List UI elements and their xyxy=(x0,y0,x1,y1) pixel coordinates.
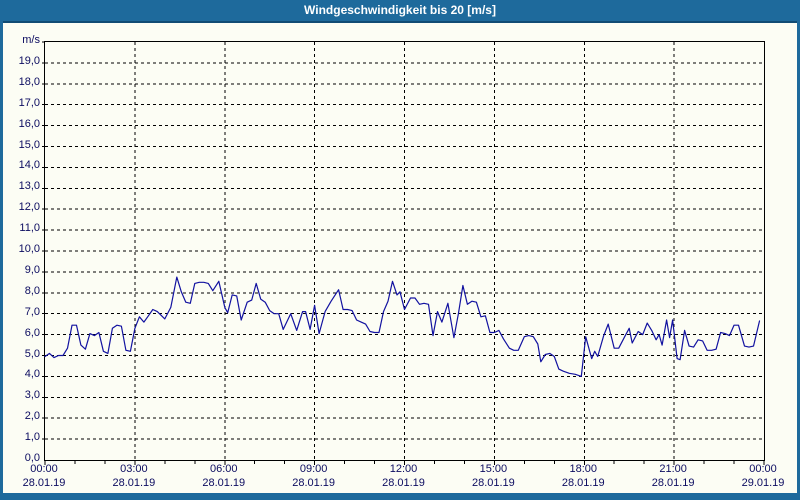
y-tick-label: 0,0 xyxy=(24,452,40,464)
plot-area xyxy=(42,41,765,465)
y-tick-label: 5,0 xyxy=(24,347,40,360)
x-tick-date-label: 28.01.19 xyxy=(202,477,246,489)
chart-title: Windgeschwindigkeit bis 20 [m/s] xyxy=(304,3,496,17)
y-tick-label: 9,0 xyxy=(24,263,40,276)
x-tick-time-label: 03:00 xyxy=(120,463,148,475)
y-tick-label: 14,0 xyxy=(18,159,40,172)
x-tick-date-label: 28.01.19 xyxy=(22,477,66,489)
y-tick-label: 11,0 xyxy=(19,222,40,235)
y-tick-label: 10,0 xyxy=(18,243,40,255)
y-tick-label: 15,0 xyxy=(18,138,40,151)
wind-speed-line xyxy=(44,276,761,377)
x-tick-time-label: 15:00 xyxy=(479,463,508,475)
axis-ticks xyxy=(42,41,765,465)
y-axis-unit-label: m/s xyxy=(22,34,40,46)
y-tick-label: 4,0 xyxy=(24,368,40,381)
x-tick-date-label: 28.01.19 xyxy=(112,477,156,489)
x-tick-date-label: 28.01.19 xyxy=(651,477,695,489)
y-tick-label: 3,0 xyxy=(24,389,40,402)
y-tick-label: 17,0 xyxy=(18,96,40,109)
gridlines xyxy=(45,42,764,460)
y-tick-label: 12,0 xyxy=(18,201,40,214)
x-tick-time-label: 18:00 xyxy=(569,463,598,475)
y-tick-label: 8,0 xyxy=(24,284,40,297)
title-bar[interactable]: Windgeschwindigkeit bis 20 [m/s] xyxy=(3,0,797,23)
x-tick-time-label: 00:00 xyxy=(30,463,58,475)
y-tick-label: 7,0 xyxy=(24,305,40,318)
x-tick-time-label: 09:00 xyxy=(299,463,328,475)
y-tick-label: 13,0 xyxy=(18,180,40,193)
x-tick-time-label: 21:00 xyxy=(659,463,687,475)
y-tick-label: 16,0 xyxy=(18,117,40,130)
y-tick-label: 2,0 xyxy=(24,410,40,423)
x-tick-date-label: 28.01.19 xyxy=(382,477,425,489)
x-tick-date-label: 28.01.19 xyxy=(471,477,515,489)
y-tick-label: 19,0 xyxy=(18,54,40,67)
x-tick-date-label: 29.01.19 xyxy=(741,477,785,489)
y-tick-label: 18,0 xyxy=(18,75,40,88)
y-tick-label: 1,0 xyxy=(24,431,40,444)
wind-speed-chart-svg xyxy=(42,41,765,465)
x-tick-date-label: 28.01.19 xyxy=(561,477,605,489)
x-tick-date-label: 28.01.19 xyxy=(292,477,336,489)
x-tick-time-label: 12:00 xyxy=(389,463,418,475)
x-tick-time-label: 06:00 xyxy=(209,463,238,475)
x-tick-time-label: 00:00 xyxy=(749,463,777,475)
y-tick-label: 6,0 xyxy=(24,326,40,339)
